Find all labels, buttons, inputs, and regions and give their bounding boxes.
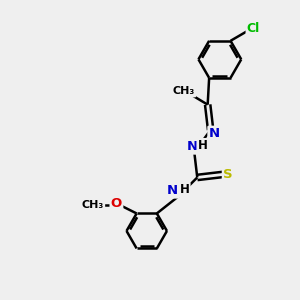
Text: N: N <box>186 140 197 153</box>
Text: S: S <box>223 168 233 181</box>
Text: Cl: Cl <box>247 22 260 35</box>
Text: H: H <box>198 139 208 152</box>
Text: O: O <box>111 197 122 210</box>
Text: N: N <box>167 184 178 197</box>
Text: N: N <box>208 127 220 140</box>
Text: CH₃: CH₃ <box>173 86 195 96</box>
Text: CH₃: CH₃ <box>82 200 104 209</box>
Text: H: H <box>179 183 189 196</box>
